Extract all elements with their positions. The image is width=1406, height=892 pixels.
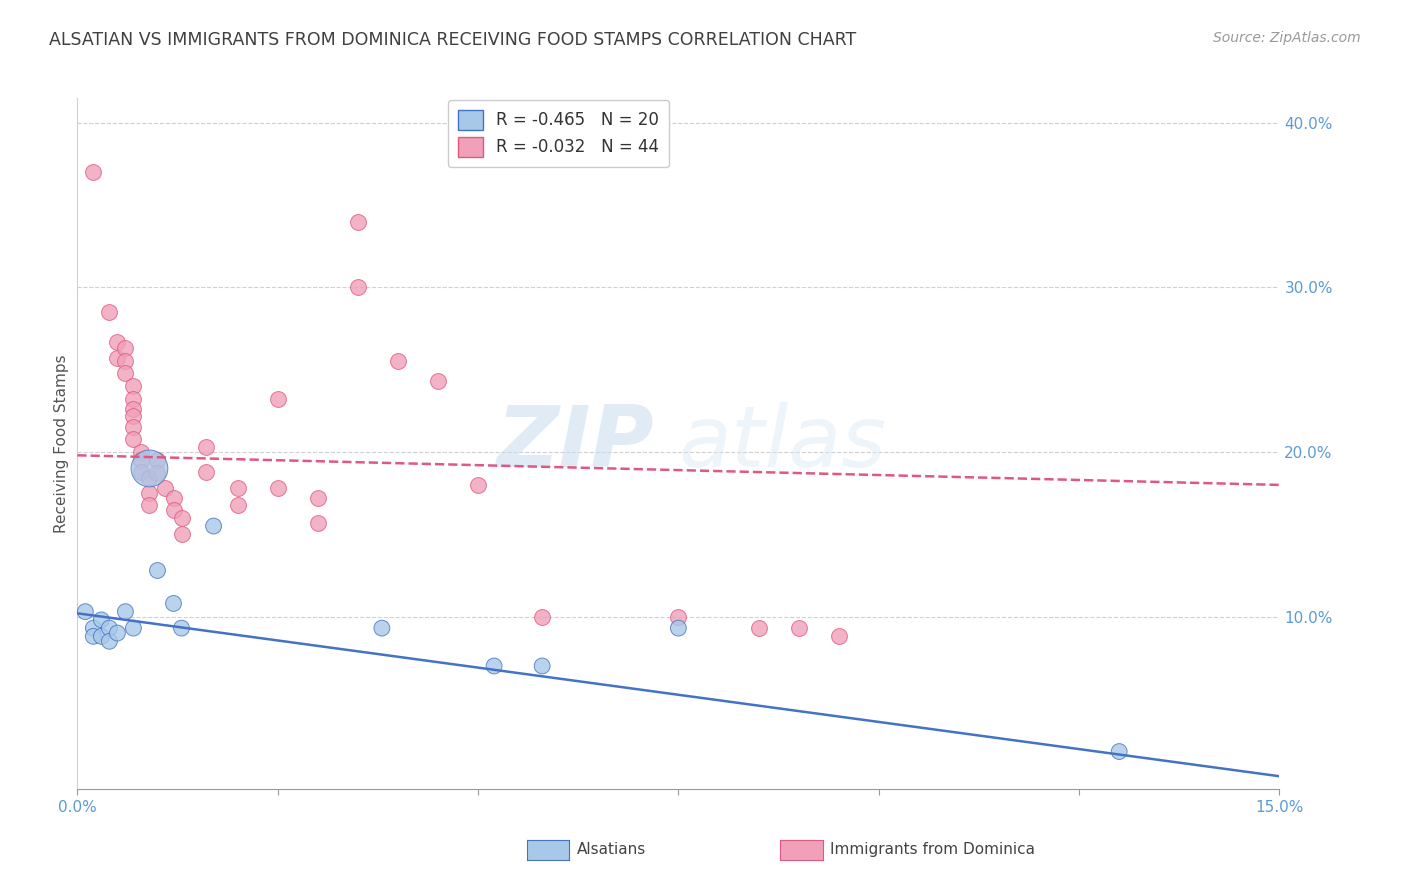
Point [114,341,136,355]
Point [90,629,112,643]
Point [307,491,329,505]
Point [114,366,136,380]
Text: Immigrants from Dominica: Immigrants from Dominica [830,842,1035,856]
Point [226,498,249,512]
Point [131,453,153,467]
Point [122,432,145,446]
Point [98,621,121,635]
Point [122,379,145,393]
Point [194,465,217,479]
Text: atlas: atlas [679,402,886,485]
Point [748,621,770,635]
Point [267,481,290,495]
Y-axis label: Receiving Food Stamps: Receiving Food Stamps [53,354,69,533]
Point [194,440,217,454]
Point [347,214,370,228]
Point [138,471,160,485]
Point [1108,745,1130,759]
Point [482,659,505,673]
Point [98,305,121,319]
Point [122,392,145,407]
Point [146,564,169,578]
Point [170,511,193,525]
Point [138,461,160,475]
Point [75,605,97,619]
Point [98,634,121,648]
Point [371,621,394,635]
Legend: R = -0.465   N = 20, R = -0.032   N = 44: R = -0.465 N = 20, R = -0.032 N = 44 [447,100,669,167]
Point [387,354,409,368]
Point [162,502,184,516]
Text: Source: ZipAtlas.com: Source: ZipAtlas.com [1213,31,1361,45]
Point [107,626,129,640]
Point [138,498,160,512]
Point [202,519,225,533]
Point [82,165,104,179]
Point [82,621,104,635]
Point [162,596,184,610]
Text: ALSATIAN VS IMMIGRANTS FROM DOMINICA RECEIVING FOOD STAMPS CORRELATION CHART: ALSATIAN VS IMMIGRANTS FROM DOMINICA REC… [49,31,856,49]
Point [131,465,153,479]
Point [107,334,129,349]
Point [170,621,193,635]
Point [138,486,160,500]
Point [146,467,169,481]
Point [90,613,112,627]
Point [668,609,690,624]
Point [162,491,184,505]
Point [114,605,136,619]
Point [114,354,136,368]
Point [122,402,145,417]
Point [146,453,169,467]
Point [131,445,153,459]
Point [170,527,193,541]
Point [787,621,810,635]
Point [828,629,851,643]
Point [347,280,370,294]
Point [122,420,145,434]
Point [107,351,129,366]
Point [267,392,290,407]
Point [467,478,489,492]
Point [82,629,104,643]
Point [122,409,145,423]
Text: ZIP: ZIP [496,402,654,485]
Point [427,374,450,388]
Text: Alsatians: Alsatians [576,842,645,856]
Point [531,659,554,673]
Point [307,516,329,530]
Point [155,481,177,495]
Point [531,609,554,624]
Point [122,621,145,635]
Point [226,481,249,495]
Point [668,621,690,635]
